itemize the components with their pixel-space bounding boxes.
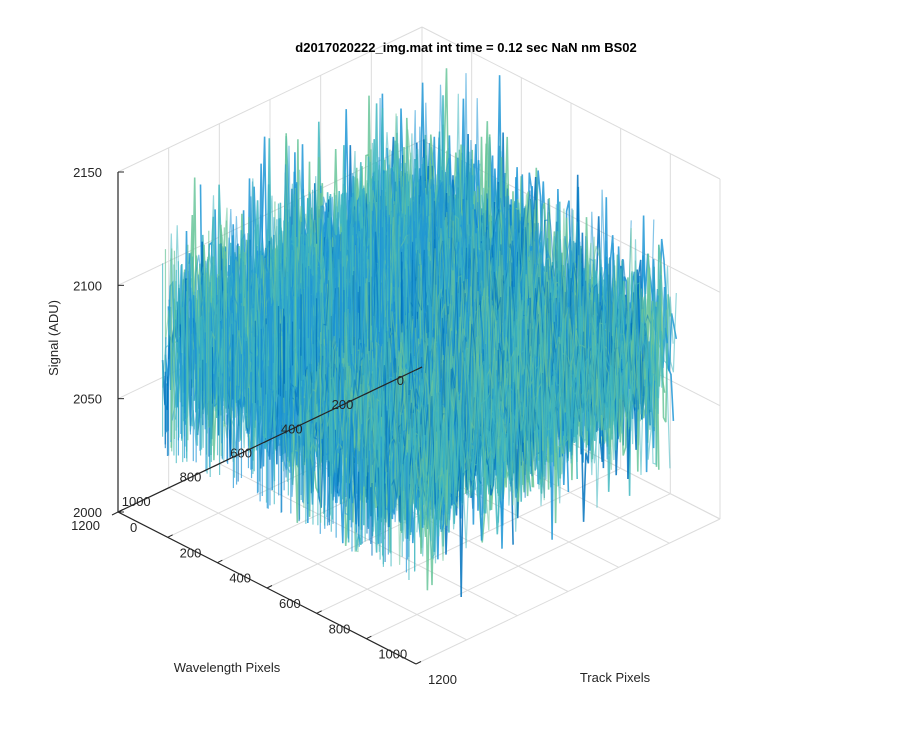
x-tick-label: 800: [329, 621, 351, 636]
grid-line: [219, 463, 518, 617]
grid-line: [421, 26, 721, 180]
y-tick: [263, 439, 271, 443]
y-tick: [213, 463, 220, 468]
grid-line: [168, 487, 467, 641]
x-tick: [217, 559, 223, 564]
x-tick-label: 200: [180, 545, 202, 560]
y-tick-label: 200: [332, 397, 354, 412]
y-tick-label: 1000: [122, 494, 151, 509]
z-tick-label: 2100: [73, 278, 102, 293]
surface-strand: [393, 208, 655, 521]
z-tick-label: 2050: [73, 392, 102, 407]
chart-title: d2017020222_img.mat int time = 0.12 sec …: [295, 40, 636, 55]
x-tick: [415, 661, 422, 665]
labels: d2017020222_img.mat int time = 0.12 sec …: [46, 40, 651, 685]
y-tick-label: 600: [230, 446, 252, 461]
surface-strand: [416, 239, 677, 560]
x-tick: [316, 610, 322, 614]
z-axis-label: Signal (ADU): [46, 300, 61, 376]
surface: [161, 68, 678, 598]
x-tick-label: 400: [229, 571, 251, 586]
y-tick: [162, 487, 169, 492]
x-tick-label: 1000: [378, 647, 407, 662]
y-tick-label: 800: [180, 470, 202, 485]
y-tick-label: 1200: [71, 518, 100, 533]
x-tick-label: 0: [130, 520, 137, 535]
grid-line: [117, 26, 423, 173]
x-tick: [266, 585, 273, 589]
x-tick-label: 1200: [428, 672, 457, 687]
surface-strand: [413, 296, 674, 549]
z-tick-label: 2000: [73, 505, 102, 520]
z-tick-label: 2150: [73, 165, 102, 180]
y-tick: [111, 511, 119, 516]
y-tick: [415, 366, 423, 371]
x-tick: [366, 635, 372, 640]
axes: 0 200 400 600 800 1000 1200 0 200 400 600 800 1000 12…: [71, 165, 457, 687]
y-tick-label: 0: [397, 373, 404, 388]
y-tick: [365, 390, 372, 395]
x-tick-label: 600: [279, 596, 301, 611]
y-axis-label: Wavelength Pixels: [174, 660, 281, 675]
x-axis-label: Track Pixels: [580, 670, 651, 685]
y-tick-label: 400: [281, 421, 303, 436]
y-tick: [314, 414, 321, 419]
x-tick: [167, 534, 173, 538]
